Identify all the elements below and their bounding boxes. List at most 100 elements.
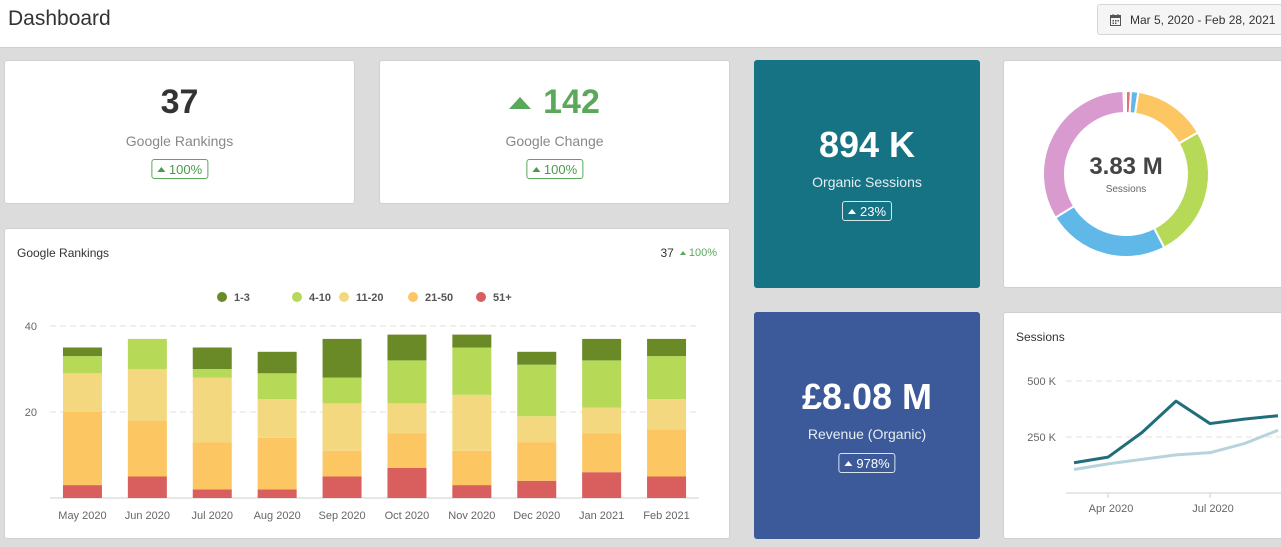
x-tick-label-2: Jul 2020	[191, 510, 233, 522]
bar-51+-0[interactable]	[62, 485, 102, 498]
bar-21-50-2[interactable]	[192, 442, 232, 490]
calendar-icon	[1110, 13, 1121, 26]
sessions-line-chart-card: Sessions 250 K 500 K Apr 2020 Jul 2020	[1003, 312, 1281, 539]
donut-slice-4[interactable]	[1054, 204, 1166, 258]
sessions-chart-title: Sessions	[1016, 330, 1065, 344]
bar-21-50-1[interactable]	[127, 420, 167, 477]
google-change-value: 142	[543, 83, 600, 121]
bar-1-3-2[interactable]	[192, 347, 232, 370]
bar-11-20-7[interactable]	[517, 416, 557, 443]
legend-swatch-51+	[476, 292, 486, 302]
organic-sessions-label: Organic Sessions	[812, 174, 922, 190]
bar-1-3-5[interactable]	[387, 334, 427, 361]
bar-51+-8[interactable]	[582, 472, 622, 498]
up-arrow-icon	[847, 208, 856, 214]
legend-label-4-10: 4-10	[309, 292, 331, 304]
bar-11-20-1[interactable]	[127, 369, 167, 421]
bar-1-3-9[interactable]	[647, 338, 687, 357]
bar-4-10-6[interactable]	[452, 347, 492, 395]
google-rankings-bar-chart: 1-3 4-10 11-20 21-50 51+ 20 40 May 2020 Jun 20…	[25, 292, 699, 522]
bar-4-10-1[interactable]	[127, 338, 167, 369]
rankings-summary-change-row: 100%	[679, 247, 717, 259]
bar-4-10-9[interactable]	[647, 356, 687, 400]
bar-11-20-0[interactable]	[62, 373, 102, 412]
bar-4-10-7[interactable]	[517, 364, 557, 417]
bar-51+-1[interactable]	[127, 476, 167, 499]
legend-label-11-20: 11-20	[356, 292, 384, 304]
bar-21-50-6[interactable]	[452, 450, 492, 486]
google-change-change: 100%	[543, 161, 578, 177]
legend-label-51+: 51+	[493, 292, 512, 304]
rankings-summary-value: 37	[660, 246, 674, 260]
line-x-tick-label-4: Jul 2020	[1192, 503, 1234, 515]
bar-51+-9[interactable]	[647, 476, 687, 499]
google-rankings-value: 37	[160, 83, 199, 121]
x-tick-label-5: Oct 2020	[385, 510, 430, 522]
bar-1-3-6[interactable]	[452, 334, 492, 348]
bar-21-50-0[interactable]	[62, 412, 102, 486]
google-change-kpi-card: 142 Google Change 100%	[379, 60, 730, 204]
bar-1-3-3[interactable]	[257, 351, 297, 374]
bar-4-10-5[interactable]	[387, 360, 427, 404]
bar-4-10-0[interactable]	[62, 356, 102, 374]
legend-swatch-1-3	[217, 292, 227, 302]
donut-slice-6[interactable]	[1122, 89, 1127, 115]
up-arrow-icon	[844, 460, 853, 466]
google-change-change-badge: 100%	[525, 159, 584, 179]
bar-4-10-8[interactable]	[582, 360, 622, 408]
bar-21-50-8[interactable]	[582, 433, 622, 473]
revenue-value: £8.08 M	[801, 376, 933, 417]
google-change-label: Google Change	[505, 133, 604, 149]
bar-21-50-7[interactable]	[517, 442, 557, 481]
legend-swatch-11-20	[339, 292, 349, 302]
google-rankings-chart-card: Google Rankings 37 100% 1-3 4-10 11-20 21-5…	[4, 228, 730, 539]
up-arrow-icon	[509, 96, 532, 109]
bar-1-3-8[interactable]	[582, 338, 622, 361]
revenue-label: Revenue (Organic)	[807, 426, 927, 442]
bar-51+-5[interactable]	[387, 467, 427, 498]
bar-4-10-2[interactable]	[192, 369, 232, 378]
bar-11-20-5[interactable]	[387, 403, 427, 434]
bar-1-3-0[interactable]	[62, 347, 102, 357]
bar-21-50-4[interactable]	[322, 450, 362, 477]
bar-21-50-9[interactable]	[647, 429, 687, 477]
sessions-series-line-1[interactable]	[1073, 399, 1279, 465]
rankings-summary-change: 100%	[688, 247, 717, 259]
x-tick-label-8: Jan 2021	[579, 510, 624, 522]
date-range-button[interactable]: Mar 5, 2020 - Feb 28, 2021	[1097, 4, 1281, 35]
revenue-tile: £8.08 M Revenue (Organic) 978%	[754, 312, 980, 539]
bar-11-20-9[interactable]	[647, 399, 687, 430]
rankings-chart-title: Google Rankings	[17, 246, 110, 260]
bar-11-20-3[interactable]	[257, 399, 297, 438]
google-rankings-change-badge: 100%	[150, 159, 209, 179]
bar-11-20-4[interactable]	[322, 403, 362, 451]
bar-51+-7[interactable]	[517, 480, 557, 498]
bar-11-20-8[interactable]	[582, 407, 622, 434]
google-change-value-row: 142	[380, 83, 729, 122]
donut-slice-2[interactable]	[1133, 90, 1200, 145]
revenue-change-badge: 978%	[838, 453, 896, 473]
bar-21-50-3[interactable]	[257, 437, 297, 490]
y-tick-label-40: 40	[25, 321, 37, 333]
bar-51+-4[interactable]	[322, 476, 362, 499]
bar-4-10-3[interactable]	[257, 373, 297, 400]
revenue-change: 978%	[856, 455, 890, 471]
bar-51+-3[interactable]	[257, 489, 297, 498]
bar-11-20-6[interactable]	[452, 394, 492, 451]
line-x-tick-label-1: Apr 2020	[1089, 503, 1134, 515]
bar-1-3-7[interactable]	[517, 351, 557, 365]
donut-center-value: 3.83 M	[1089, 153, 1162, 180]
sessions-series-line-0[interactable]	[1073, 428, 1279, 471]
bar-11-20-2[interactable]	[192, 377, 232, 443]
donut-center-label: Sessions	[1106, 184, 1147, 195]
bar-51+-6[interactable]	[452, 485, 492, 498]
organic-sessions-value: 894 K	[818, 124, 916, 165]
donut-slice-3[interactable]	[1152, 131, 1210, 250]
bar-51+-2[interactable]	[192, 489, 232, 498]
bar-1-3-4[interactable]	[322, 338, 362, 378]
bar-21-50-5[interactable]	[387, 433, 427, 468]
y-tick-label-20: 20	[25, 407, 37, 419]
organic-sessions-tile: 894 K Organic Sessions 23%	[754, 60, 980, 288]
x-tick-label-9: Feb 2021	[643, 510, 689, 522]
bar-4-10-4[interactable]	[322, 377, 362, 404]
